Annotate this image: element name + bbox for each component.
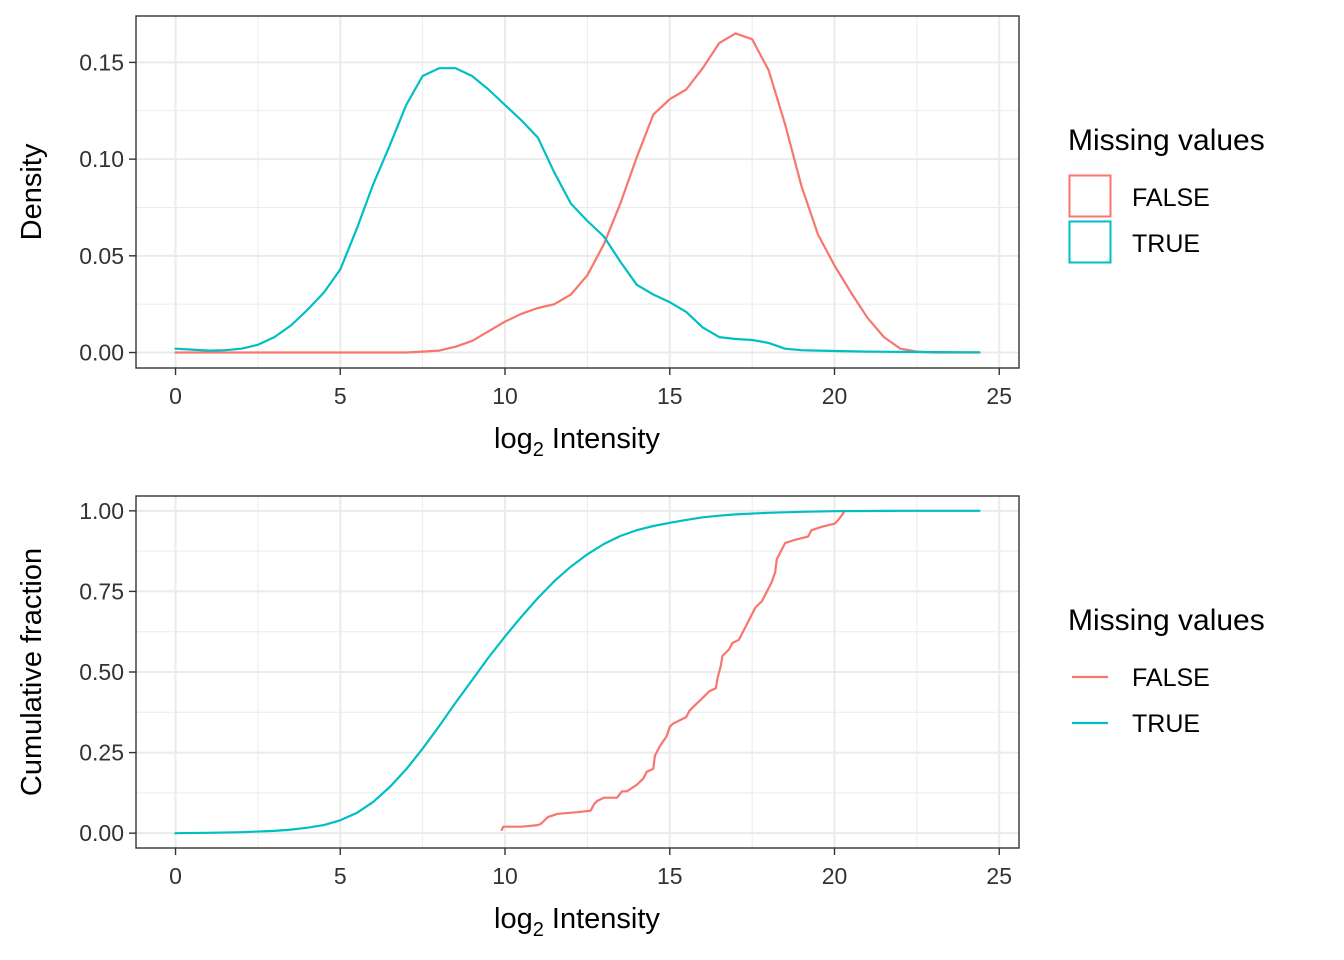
cumulative-y-tick-label: 1.00 [79,498,124,524]
cumulative-y-axis-title: Cumulative fraction [16,548,48,796]
density-x-tick-label: 5 [334,383,347,409]
cumulative-x-tick-label: 25 [986,863,1012,889]
density-panel-border [135,15,1020,369]
cumulative-legend-item-false: FALSE [1072,664,1210,692]
cumulative-y-tick-label: 0.75 [79,578,124,604]
density-legend-label-true: TRUE [1132,230,1200,258]
density-legend-key-false [1068,174,1112,218]
cumulative-x-axis-title-log: log [494,903,533,935]
density-y-tick-label: 0.15 [79,49,124,75]
cumulative-x-tick-label: 5 [334,863,347,889]
cumulative-x-axis-title-subscript: 2 [533,919,544,941]
cumulative-x-tick-label: 20 [822,863,848,889]
density-y-axis-title: Density [16,143,48,240]
cumulative-plot: 0 5 10 15 20 25 0.00 0.25 0.50 0.75 1.00 Cumulativ… [16,495,1265,941]
cumulative-y-tick-label: 0.00 [79,820,124,846]
density-plot: 0 5 10 15 20 25 0.00 0.05 0.10 0.15 Density log2 … [16,15,1265,461]
cumulative-y-tick-label: 0.50 [79,659,124,685]
cumulative-gridlines [136,496,1019,848]
cumulative-legend-label-false: FALSE [1132,664,1210,692]
cumulative-legend: Missing values FALSE TRUE [1068,604,1265,738]
density-x-axis-title-subscript: 2 [533,439,544,461]
cumulative-x-tick-label: 0 [169,863,182,889]
density-x-tick-label: 10 [492,383,518,409]
density-x-axis-title-suffix: Intensity [544,423,661,455]
cumulative-x-axis-title-suffix: Intensity [544,903,661,935]
density-x-tick-label: 0 [169,383,182,409]
density-axis-ticks: 0 5 10 15 20 25 0.00 0.05 0.10 0.15 [79,49,1012,409]
cumulative-series-true [174,509,981,835]
density-legend-label-false: FALSE [1132,184,1210,212]
cumulative-y-tick-label: 0.25 [79,740,124,766]
density-x-tick-label: 15 [657,383,683,409]
cumulative-x-tick-label: 15 [657,863,683,889]
density-legend-title: Missing values [1068,124,1265,157]
density-x-tick-label: 25 [986,383,1012,409]
cumulative-series-lines [174,509,981,835]
cumulative-x-axis-title: log2 Intensity [494,903,660,941]
density-legend-key-true [1068,220,1112,264]
density-x-axis-title-log: log [494,423,533,455]
density-y-tick-label: 0.00 [79,340,124,366]
density-legend: Missing values FALSE TRUE [1068,124,1265,264]
density-series-lines [174,32,981,354]
cumulative-series-false [500,509,846,832]
density-series-false [174,32,981,354]
density-x-axis-title: log2 Intensity [494,423,660,461]
cumulative-x-tick-label: 10 [492,863,518,889]
cumulative-axis-ticks: 0 5 10 15 20 25 0.00 0.25 0.50 0.75 1.00 [79,498,1012,889]
density-y-tick-label: 0.10 [79,146,124,172]
density-series-true [174,67,981,354]
density-gridlines [136,16,1019,368]
density-legend-item-true: TRUE [1068,220,1200,264]
density-panel-background [136,16,1019,368]
cumulative-legend-title: Missing values [1068,604,1265,637]
density-x-tick-label: 20 [822,383,848,409]
cumulative-legend-item-true: TRUE [1072,710,1200,738]
cumulative-legend-label-true: TRUE [1132,710,1200,738]
density-y-tick-label: 0.05 [79,243,124,269]
density-legend-item-false: FALSE [1068,174,1210,218]
